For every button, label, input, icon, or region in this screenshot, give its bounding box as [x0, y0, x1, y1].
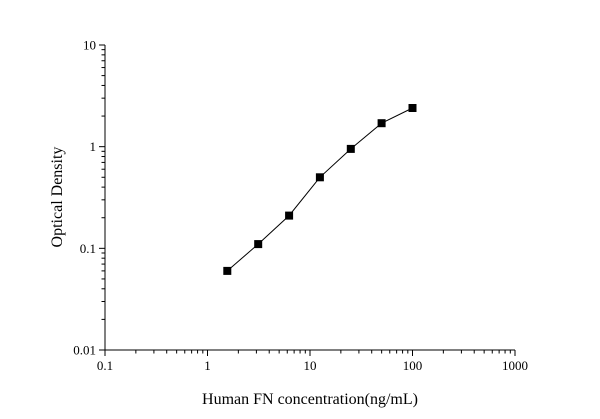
y-axis-title: Optical Density: [49, 147, 66, 248]
x-tick-label: 1000: [502, 358, 528, 373]
y-tick-label: 1: [90, 139, 97, 154]
y-tick-label: 0.1: [80, 241, 96, 256]
data-point-marker: [223, 266, 232, 275]
data-point-marker: [408, 104, 417, 112]
data-point-marker: [254, 240, 263, 249]
data-point-marker: [285, 211, 294, 220]
data-point-marker: [377, 119, 386, 128]
data-point-marker: [315, 173, 324, 182]
x-tick-label: 10: [304, 358, 317, 373]
x-axis-title: Human FN concentration(ng/mL): [202, 391, 418, 408]
y-tick-label: 0.01: [73, 343, 96, 358]
x-tick-label: 0.1: [97, 358, 113, 373]
x-tick-label: 100: [403, 358, 423, 373]
data-point-marker: [346, 144, 355, 153]
x-tick-label: 1: [204, 358, 211, 373]
y-tick-label: 10: [83, 38, 96, 53]
